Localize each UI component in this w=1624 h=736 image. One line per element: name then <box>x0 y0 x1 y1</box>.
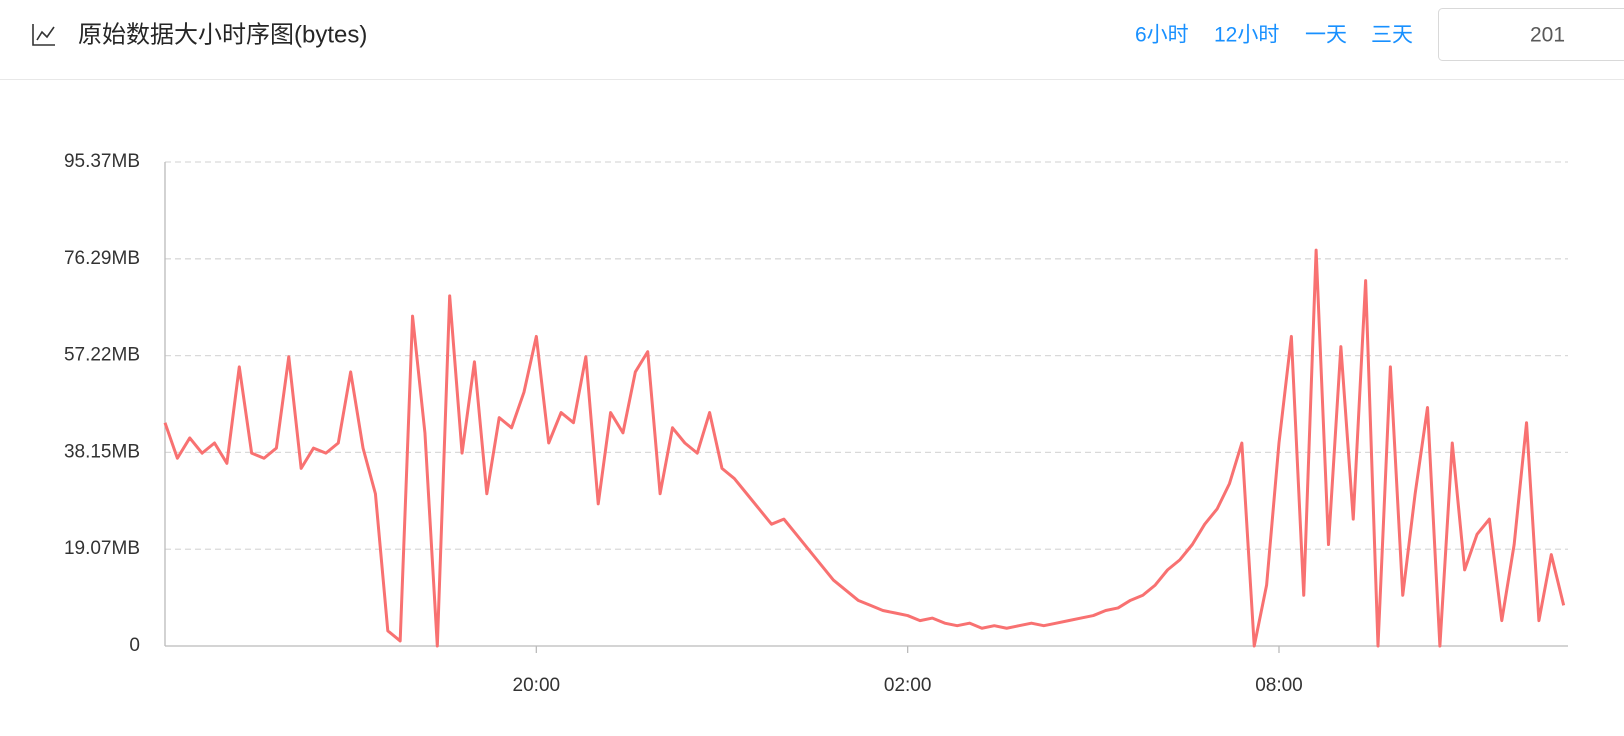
x-tick-label: 08:00 <box>1255 675 1303 696</box>
date-input[interactable] <box>1438 8 1624 61</box>
y-tick-label: 76.29MB <box>64 248 140 269</box>
x-tick-label: 20:00 <box>513 675 561 696</box>
range-button[interactable]: 三天 <box>1371 24 1413 47</box>
plot: 0 19.07MB 38.15MB 57.22MB 76.29MB 95.37MB 20:0… <box>64 151 1568 696</box>
date-input-text: 201 <box>1530 24 1565 47</box>
range-button[interactable]: 12小时 <box>1214 24 1279 47</box>
range-button[interactable]: 一天 <box>1305 24 1347 47</box>
chart-title: 原始数据大小时序图(bytes) <box>78 21 367 48</box>
data-line <box>163 248 1566 648</box>
x-tick-label: 02:00 <box>884 675 932 696</box>
chart-icon <box>32 24 55 46</box>
y-tick-label: 0 <box>129 635 140 656</box>
header-bar <box>0 0 1624 80</box>
y-tick-label: 19.07MB <box>64 538 140 559</box>
range-button[interactable]: 6小时 <box>1135 24 1189 47</box>
y-tick-label: 38.15MB <box>64 441 140 462</box>
y-tick-label: 57.22MB <box>64 345 140 366</box>
y-tick-label: 95.37MB <box>64 151 140 172</box>
